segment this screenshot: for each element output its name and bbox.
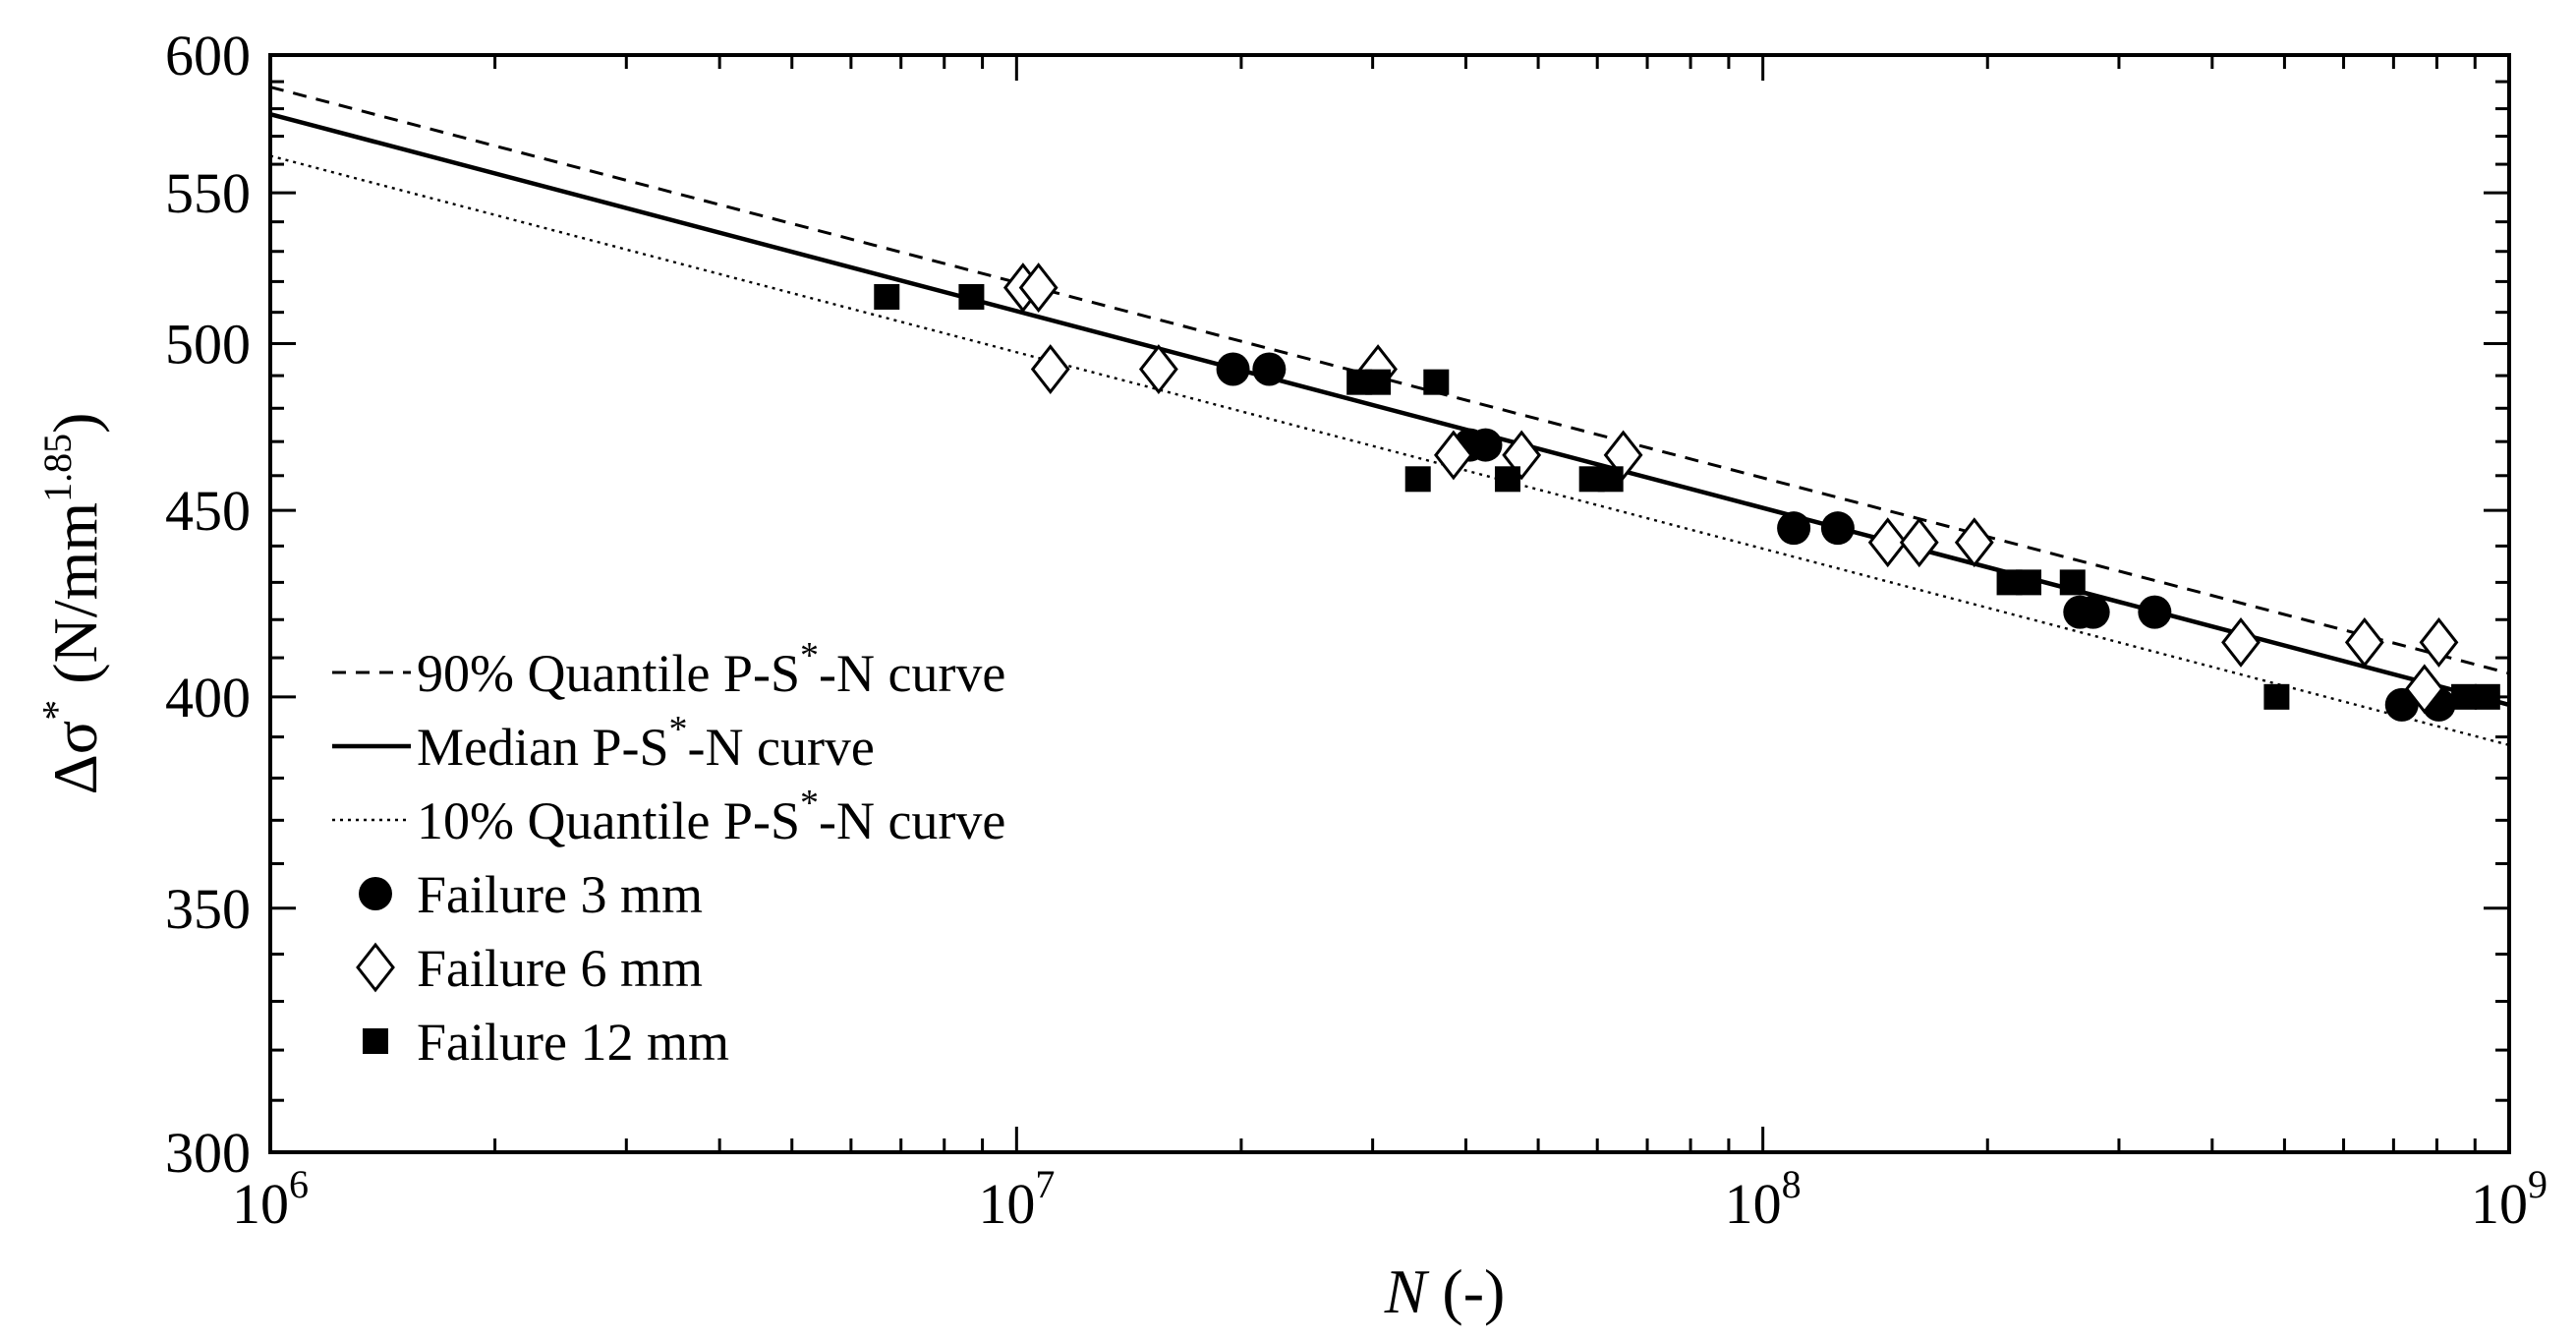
- legend-label: Failure 12 mm: [417, 1013, 729, 1072]
- x-tick-label-exponent: 9: [2528, 1162, 2547, 1206]
- circle-point: [2384, 687, 2419, 722]
- x-tick-label: 109: [2471, 1162, 2547, 1236]
- y-tick-label: 450: [165, 479, 251, 543]
- legend-label-sup: *: [800, 635, 819, 676]
- x-tick-labels: 106 107 108 109: [232, 1162, 2547, 1236]
- axis-ticks: [268, 53, 2511, 1154]
- square-point: [2059, 569, 2086, 596]
- x-tick-label: 107: [978, 1162, 1055, 1236]
- square-point: [2451, 683, 2478, 710]
- square-point: [2474, 683, 2500, 710]
- plot-frame: [268, 53, 2511, 1154]
- y-axis-title-unit-sup: 1.85: [35, 434, 80, 502]
- legend-label-text: 10% Quantile P-S: [417, 791, 800, 850]
- diamond-point: [2419, 616, 2459, 668]
- legend-label-tail: -N curve: [688, 718, 875, 777]
- square-point: [874, 283, 900, 310]
- x-tick-label: 108: [1725, 1162, 1802, 1236]
- circle-point: [1777, 511, 1811, 546]
- diamond-point: [2404, 664, 2444, 715]
- curve-solid: [269, 111, 2510, 708]
- diamond-point: [1954, 517, 1994, 568]
- x-tick-label-exponent: 6: [289, 1162, 309, 1206]
- diamond-point: [1030, 344, 1070, 394]
- x-tick-label-base: 10: [232, 1172, 289, 1236]
- x-tick-label-base: 10: [978, 1172, 1035, 1236]
- y-tick-label: 600: [165, 24, 251, 87]
- y-tick-label: 300: [165, 1121, 251, 1185]
- y-axis-title-main: Δσ: [40, 721, 110, 795]
- legend-label-text: Failure 12 mm: [417, 1013, 729, 1072]
- square-point: [1404, 466, 1431, 493]
- legend-label-text: Failure 6 mm: [417, 939, 703, 998]
- x-axis-title-unit: (-): [1426, 1256, 1505, 1326]
- y-axis-title: Δσ* (N/mm1.85): [35, 413, 110, 795]
- y-tick-label: 550: [165, 161, 251, 225]
- legend-marker-square: [363, 1028, 388, 1054]
- y-tick-labels: 300 350 400 450 500 550 600: [165, 24, 251, 1185]
- circle-point: [1468, 428, 1503, 462]
- circle-point: [1820, 511, 1855, 546]
- legend-label: 90% Quantile P-S*-N curve: [417, 635, 1005, 703]
- legend-label-sup: *: [800, 783, 819, 824]
- x-tick-label-exponent: 8: [1782, 1162, 1802, 1206]
- square-point: [1597, 466, 1624, 493]
- legend-label-text: Median P-S: [417, 718, 669, 777]
- y-axis-title-unit-close: ): [40, 413, 110, 434]
- x-tick-label-exponent: 7: [1035, 1162, 1055, 1206]
- y-tick-label: 350: [165, 877, 251, 941]
- x-axis-title: N (-): [1384, 1256, 1506, 1326]
- curve-dotted: [269, 154, 2510, 747]
- circle-point: [2076, 595, 2110, 629]
- square-point: [1494, 466, 1520, 493]
- x-tick-label: 106: [232, 1162, 309, 1236]
- x-tick-label-base: 10: [1725, 1172, 1782, 1236]
- y-tick-label: 500: [165, 313, 251, 377]
- square-point: [1423, 369, 1450, 395]
- x-axis-title-main: N: [1384, 1256, 1430, 1326]
- y-axis-title-unit-open: (N/mm: [40, 502, 110, 700]
- y-axis-title-sup: *: [35, 700, 81, 721]
- legend-label-text: Failure 3 mm: [417, 865, 703, 924]
- diamond-point: [1018, 262, 1059, 314]
- square-point: [1365, 369, 1392, 395]
- circle-point: [1252, 352, 1287, 386]
- legend-label-tail: -N curve: [819, 791, 1005, 850]
- legend-label: Failure 3 mm: [417, 865, 703, 924]
- legend-label-sup: *: [669, 709, 688, 750]
- legend-label: 10% Quantile P-S*-N curve: [417, 783, 1005, 850]
- legend-label: Median P-S*-N curve: [417, 709, 875, 777]
- legend-label-tail: -N curve: [819, 644, 1005, 703]
- diamond-point: [2221, 616, 2261, 668]
- legend-label: Failure 6 mm: [417, 939, 703, 998]
- data-markers: [874, 262, 2500, 722]
- diamond-point: [1867, 517, 1908, 568]
- legend-marker-circle: [359, 877, 392, 910]
- square-point: [958, 283, 985, 310]
- diamond-point: [2344, 616, 2384, 668]
- x-tick-label-base: 10: [2471, 1172, 2528, 1236]
- diamond-point: [1138, 344, 1178, 394]
- legend-marker-diamond: [356, 942, 395, 993]
- square-point: [2263, 683, 2290, 710]
- circle-point: [2138, 595, 2172, 629]
- circle-point: [1216, 352, 1250, 386]
- diamond-point: [1899, 517, 1939, 568]
- diamond-point: [1433, 430, 1473, 481]
- square-point: [2016, 569, 2042, 596]
- legend-label-text: 90% Quantile P-S: [417, 644, 800, 703]
- y-tick-label: 400: [165, 666, 251, 729]
